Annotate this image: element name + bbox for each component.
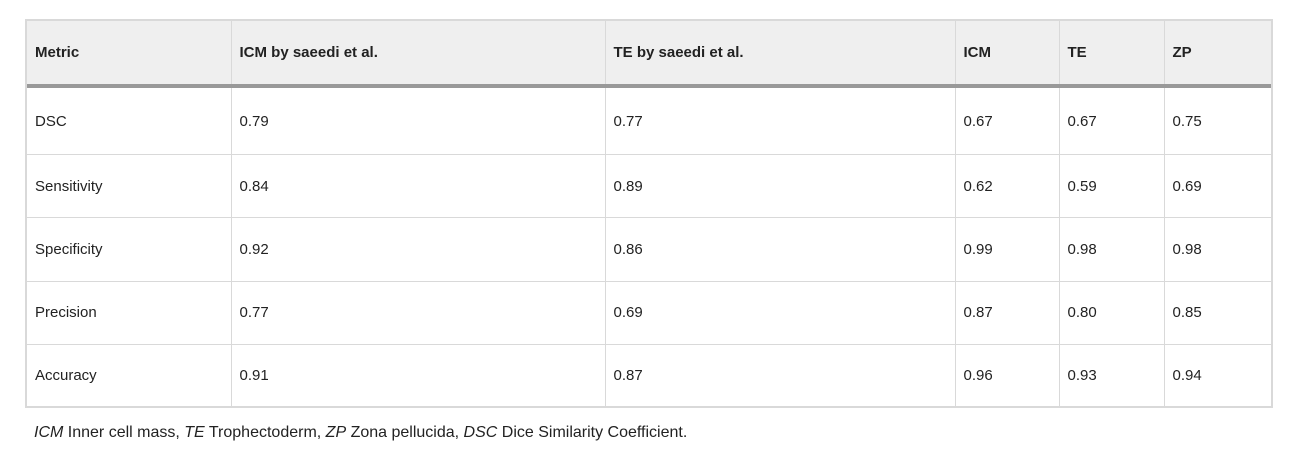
table-row: Accuracy 0.91 0.87 0.96 0.93 0.94 <box>27 344 1271 406</box>
table-cell: 0.96 <box>955 344 1060 406</box>
footnote-abbr: DSC <box>463 424 498 441</box>
header-te: TE <box>1059 21 1165 88</box>
table-cell: Specificity <box>27 217 232 282</box>
footnote-text: Zona pellucida, <box>346 424 464 441</box>
table-cell: Precision <box>27 281 232 345</box>
table-cell: 0.91 <box>231 344 606 406</box>
footnote-abbr: ZP <box>325 424 347 441</box>
header-icm: ICM <box>955 21 1060 88</box>
table-cell: 0.93 <box>1059 344 1165 406</box>
table-cell: DSC <box>27 86 232 156</box>
header-icm-saeedi: ICM by saeedi et al. <box>231 21 606 88</box>
table-cell: 0.99 <box>955 217 1060 282</box>
table-cell: 0.67 <box>1059 86 1165 156</box>
table-cell: 0.84 <box>231 154 606 219</box>
table-cell: 0.85 <box>1164 281 1271 345</box>
footnote-abbr: TE <box>184 424 205 441</box>
table-cell: 0.98 <box>1164 217 1271 282</box>
table-row: DSC 0.79 0.77 0.67 0.67 0.75 <box>27 86 1271 156</box>
table-cell: 0.77 <box>231 281 606 345</box>
table-cell: 0.98 <box>1059 217 1165 282</box>
header-zp: ZP <box>1164 21 1271 88</box>
results-table-container: Metric ICM by saeedi et al. TE by saeedi… <box>25 19 1273 408</box>
table-row: Specificity 0.92 0.86 0.99 0.98 0.98 <box>27 217 1271 282</box>
table-cell: 0.67 <box>955 86 1060 156</box>
table-cell: 0.94 <box>1172 366 1202 384</box>
table-cell: Sensitivity <box>27 154 232 219</box>
footnote-text: Trophectoderm, <box>204 424 326 441</box>
table-cell: Accuracy <box>27 344 232 406</box>
table-cell: 0.62 <box>955 154 1060 219</box>
footnote-abbr: ICM <box>34 424 64 441</box>
table-body: DSC 0.79 0.77 0.67 0.67 0.75 Sensitivity… <box>27 86 1271 406</box>
table-cell: 0.75 <box>1164 86 1271 156</box>
table-cell: 0.87 <box>605 344 956 406</box>
table-cell: 0.79 <box>231 86 606 156</box>
table-cell: 0.59 <box>1059 154 1165 219</box>
table-cell: 0.69 <box>605 281 956 345</box>
header-metric: Metric <box>27 21 232 88</box>
table-cell: 0.69 <box>1164 154 1271 219</box>
table-row: Precision 0.77 0.69 0.87 0.80 0.85 <box>27 281 1271 345</box>
table-cell: 0.87 <box>955 281 1060 345</box>
table-cell: 0.89 <box>605 154 956 219</box>
table-row: Sensitivity 0.84 0.89 0.62 0.59 0.69 <box>27 154 1271 219</box>
results-table: Metric ICM by saeedi et al. TE by saeedi… <box>27 21 1271 406</box>
header-te-saeedi: TE by saeedi et al. <box>605 21 956 88</box>
table-footnote: ICM Inner cell mass, TE Trophectoderm, Z… <box>34 424 687 442</box>
table-header: Metric ICM by saeedi et al. TE by saeedi… <box>27 21 1271 88</box>
footnote-text: Dice Similarity Coefficient. <box>497 424 688 441</box>
footnote-text: Inner cell mass, <box>63 424 185 441</box>
table-cell: 0.80 <box>1059 281 1165 345</box>
header-row: Metric ICM by saeedi et al. TE by saeedi… <box>27 21 1271 88</box>
table-cell: 0.92 <box>231 217 606 282</box>
table-cell: 0.86 <box>605 217 956 282</box>
table-cell: 0.77 <box>605 86 956 156</box>
